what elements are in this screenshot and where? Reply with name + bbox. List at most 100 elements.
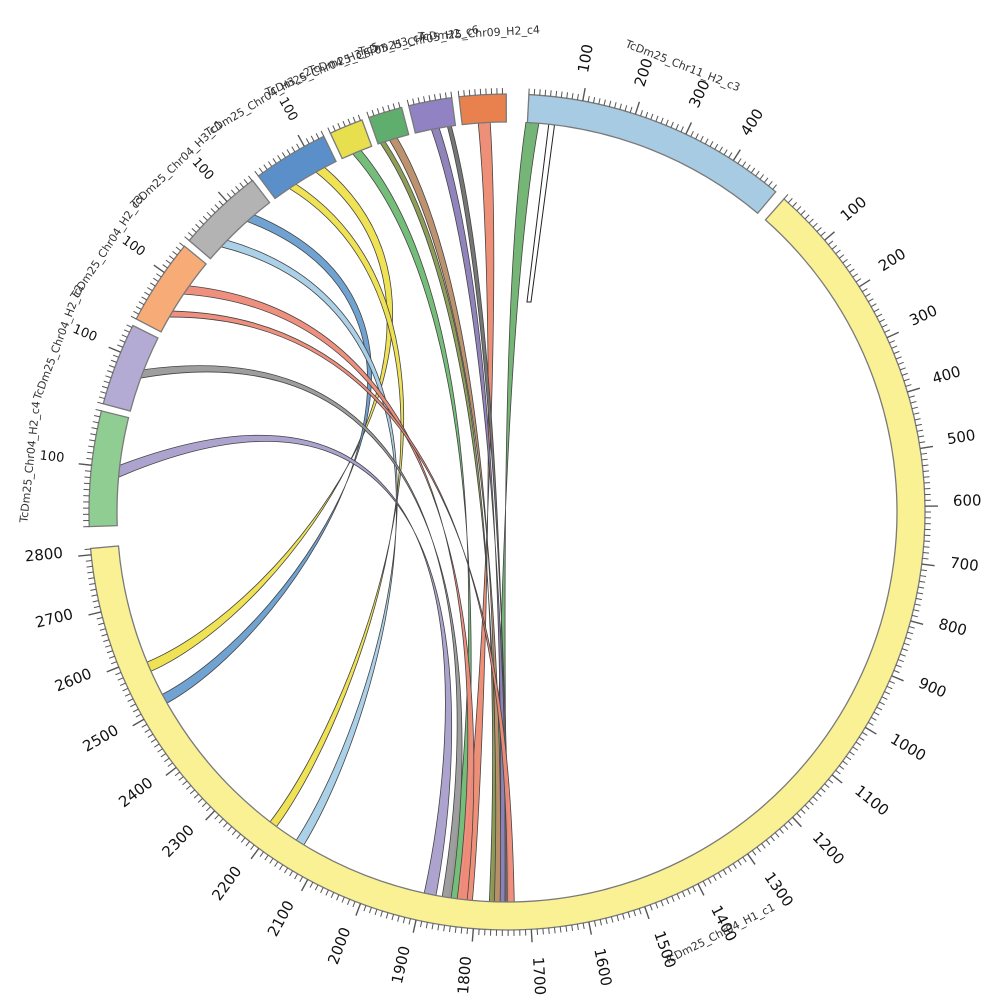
tick-mark: [530, 929, 533, 943]
tick-mark: [272, 158, 277, 164]
tick-mark: [263, 164, 268, 170]
tick-mark: [917, 429, 924, 432]
tick-mark: [135, 306, 142, 310]
tick-mark: [908, 395, 915, 398]
tick-mark: [294, 873, 299, 880]
tick-mark: [605, 918, 608, 925]
tick-mark: [106, 666, 120, 673]
tick-label: 2300: [158, 821, 198, 861]
tick-mark: [471, 928, 475, 942]
tick-mark: [110, 661, 117, 665]
tick-mark: [199, 219, 205, 225]
tick-mark: [592, 97, 596, 104]
tick-mark: [382, 106, 385, 113]
tick-mark: [576, 93, 579, 101]
tick-mark: [901, 372, 908, 376]
tick-mark: [919, 441, 926, 444]
tick-mark: [101, 385, 108, 389]
tick-mark: [222, 822, 228, 828]
tick-mark: [341, 896, 345, 903]
tick-mark: [876, 313, 883, 318]
tick-mark: [448, 926, 451, 933]
tick-mark: [337, 122, 341, 129]
tick-mark: [873, 711, 880, 716]
tick-mark: [235, 185, 240, 192]
tick-mark: [195, 223, 201, 229]
tick-mark: [450, 91, 453, 98]
tick-label: 500: [946, 426, 977, 448]
tick-mark: [820, 787, 826, 793]
tick-mark: [671, 895, 675, 902]
tick-mark: [454, 926, 457, 933]
tick-mark: [881, 696, 888, 700]
tick-mark: [217, 191, 228, 203]
tick-mark: [398, 101, 401, 109]
tick-label: 800: [937, 615, 969, 640]
tick-mark: [905, 384, 912, 387]
tick-label: 1200: [809, 828, 848, 868]
tick-label: 2800: [24, 544, 64, 566]
tick-mark: [91, 594, 98, 597]
tick-label: 100: [574, 43, 597, 74]
tick-mark: [732, 863, 737, 869]
tick-mark: [849, 751, 855, 756]
tick-mark: [828, 240, 834, 246]
tick-mark: [380, 910, 383, 917]
tick-mark: [792, 202, 798, 208]
tick-mark: [443, 925, 446, 932]
tick-mark: [627, 911, 631, 918]
tick-mark: [121, 334, 128, 338]
tick-mark: [371, 109, 375, 116]
tick-mark: [86, 565, 93, 568]
tick-mark: [650, 113, 654, 120]
tick-mark: [205, 810, 216, 821]
tick-mark: [876, 706, 883, 711]
tick-mark: [796, 206, 802, 212]
tick-mark: [363, 905, 367, 912]
tick-mark: [759, 174, 765, 180]
tick-label: 400: [930, 362, 963, 387]
tick-mark: [660, 900, 664, 907]
tick-mark: [774, 832, 780, 838]
segment-arc-green-left: [88, 410, 130, 528]
tick-mark: [907, 631, 914, 635]
tick-mark: [132, 718, 145, 727]
tick-mark: [127, 698, 134, 702]
tick-mark: [649, 904, 653, 911]
tick-label: 100: [70, 322, 99, 345]
tick-mark: [108, 655, 115, 659]
tick-mark: [903, 378, 910, 382]
tick-label: 1600: [590, 947, 615, 988]
tick-mark: [919, 580, 926, 583]
tick-mark: [90, 588, 97, 591]
tick-mark: [94, 414, 101, 418]
tick-mark: [598, 98, 601, 105]
tick-mark: [112, 354, 119, 358]
tick-mark: [723, 149, 728, 156]
tick-mark: [911, 406, 918, 410]
tick-mark: [895, 664, 902, 668]
tick-mark: [845, 755, 852, 761]
tick-mark: [78, 463, 92, 466]
tick-mark: [852, 273, 859, 278]
tick-mark: [914, 603, 921, 606]
tick-mark: [439, 93, 442, 100]
tick-mark: [368, 907, 372, 914]
tick-mark: [917, 592, 924, 595]
tick-mark: [157, 748, 163, 753]
tick-mark: [172, 250, 178, 256]
tick-mark: [920, 445, 934, 450]
segment-arc-chr09: [458, 93, 507, 126]
tick-mark: [78, 554, 92, 557]
tick-mark: [922, 464, 929, 467]
tick-mark: [741, 161, 747, 167]
tick-mark: [746, 164, 751, 170]
tick-mark: [861, 288, 868, 293]
tick-mark: [210, 208, 216, 214]
tick-mark: [920, 569, 927, 572]
tick-mark: [633, 910, 637, 917]
tick-mark: [675, 123, 679, 130]
tick-mark: [98, 622, 105, 626]
tick-mark: [787, 820, 793, 826]
tick-mark: [690, 130, 694, 137]
